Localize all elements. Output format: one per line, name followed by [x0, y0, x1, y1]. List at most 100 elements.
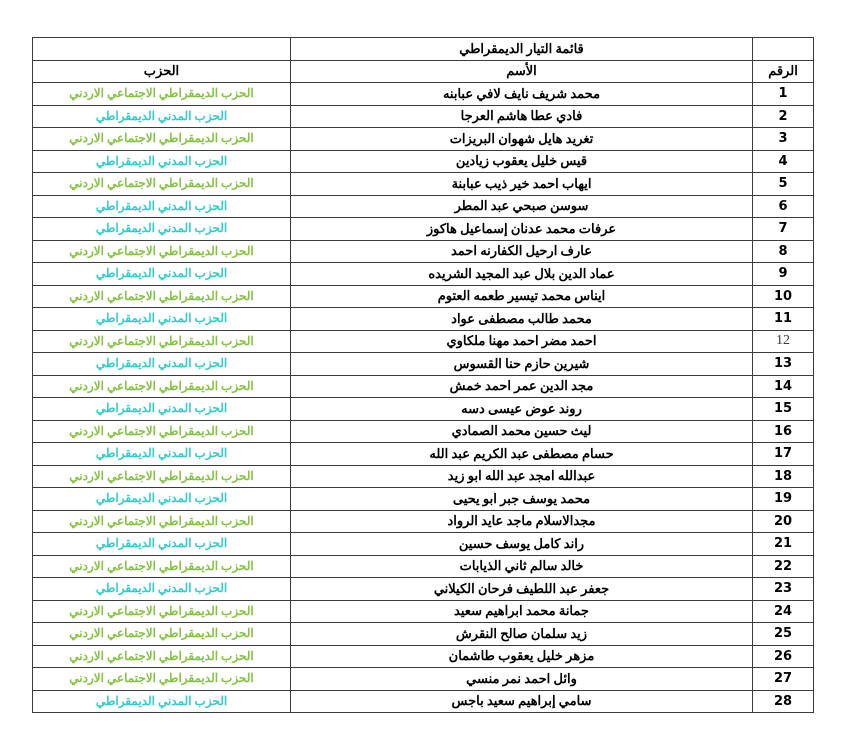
table-row: 22 خالد سالم ثاني الذيابات الحزب الديمقر…: [32, 554, 814, 578]
title-empty-number-cell: [752, 37, 814, 61]
table-row: 9 عماد الدين بلال عبد المجيد الشريده الح…: [32, 262, 814, 286]
party-cell: الحزب الديمقراطي الاجتماعي الاردني: [32, 239, 291, 263]
name-cell: عبدالله امجد عبد الله ابو زيد: [290, 464, 753, 488]
name-cell: شيرين حازم حنا القسوس: [290, 352, 753, 376]
number-cell: 13: [752, 352, 814, 376]
table-row: 23 جعفر عبد اللطيف فرحان الكيلاني الحزب …: [32, 577, 814, 601]
number-cell: 15: [752, 397, 814, 421]
list-title: قائمة التيار الديمقراطي: [290, 37, 753, 61]
table-row: 15 روند عوض عيسى دسه الحزب المدني الديمق…: [32, 397, 814, 421]
name-cell: تغريد هايل شهوان البريزات: [290, 127, 753, 151]
table-row: 10 ايناس محمد تيسير طعمه العتوم الحزب ال…: [32, 284, 814, 308]
name-cell: ايهاب احمد خير ذيب عبابنة: [290, 172, 753, 196]
number-cell: 5: [752, 172, 814, 196]
table-row: 3 تغريد هايل شهوان البريزات الحزب الديمق…: [32, 127, 814, 151]
number-cell: 26: [752, 644, 814, 668]
table-row: 12 احمد مضر احمد مهنا ملكاوي الحزب الديم…: [32, 329, 814, 353]
table-row: 26 مزهر خليل يعقوب طاشمان الحزب الديمقرا…: [32, 644, 814, 668]
party-cell: الحزب المدني الديمقراطي: [32, 442, 291, 466]
number-cell: 10: [752, 284, 814, 308]
party-cell: الحزب المدني الديمقراطي: [32, 689, 291, 713]
party-cell: الحزب الديمقراطي الاجتماعي الاردني: [32, 127, 291, 151]
number-cell: 20: [752, 509, 814, 533]
party-cell: الحزب المدني الديمقراطي: [32, 262, 291, 286]
number-cell: 18: [752, 464, 814, 488]
number-cell: 27: [752, 667, 814, 691]
table-row: 8 عارف ارحيل الكفارنه احمد الحزب الديمقر…: [32, 239, 814, 263]
table-row: 16 ليث حسين محمد الصمادي الحزب الديمقراط…: [32, 419, 814, 443]
number-cell: 4: [752, 149, 814, 173]
party-cell: الحزب الديمقراطي الاجتماعي الاردني: [32, 284, 291, 308]
name-cell: سوسن صبحي عبد المطر: [290, 194, 753, 218]
party-cell: الحزب المدني الديمقراطي: [32, 217, 291, 241]
name-cell: قيس خليل يعقوب زيادين: [290, 149, 753, 173]
party-cell: الحزب المدني الديمقراطي: [32, 352, 291, 376]
table-row: 18 عبدالله امجد عبد الله ابو زيد الحزب ا…: [32, 464, 814, 488]
number-cell: 24: [752, 599, 814, 623]
name-cell: وائل احمد نمر منسي: [290, 667, 753, 691]
party-cell: الحزب الديمقراطي الاجتماعي الاردني: [32, 82, 291, 106]
name-cell: سامي إبراهيم سعيد باجس: [290, 689, 753, 713]
number-cell: 11: [752, 307, 814, 331]
title-empty-party-cell: [32, 37, 291, 61]
name-cell: عماد الدين بلال عبد المجيد الشريده: [290, 262, 753, 286]
number-cell: 9: [752, 262, 814, 286]
party-cell: الحزب المدني الديمقراطي: [32, 577, 291, 601]
party-cell: الحزب المدني الديمقراطي: [32, 487, 291, 511]
party-cell: الحزب الديمقراطي الاجتماعي الاردني: [32, 464, 291, 488]
table-row: 7 عرفات محمد عدنان إسماعيل هاكوز الحزب ا…: [32, 217, 814, 241]
number-cell: 2: [752, 104, 814, 128]
table-row: 21 راند كامل يوسف حسين الحزب المدني الدي…: [32, 532, 814, 556]
table-row: 6 سوسن صبحي عبد المطر الحزب المدني الديم…: [32, 194, 814, 218]
name-cell: مزهر خليل يعقوب طاشمان: [290, 644, 753, 668]
header-row: الرقم الأسم الحزب: [32, 59, 814, 83]
name-cell: زيد سلمان صالح النقرش: [290, 622, 753, 646]
number-cell: 22: [752, 554, 814, 578]
name-cell: عرفات محمد عدنان إسماعيل هاكوز: [290, 217, 753, 241]
name-cell: ليث حسين محمد الصمادي: [290, 419, 753, 443]
table-row: 4 قيس خليل يعقوب زيادين الحزب المدني الد…: [32, 149, 814, 173]
party-cell: الحزب الديمقراطي الاجتماعي الاردني: [32, 667, 291, 691]
name-cell: محمد طالب مصطفى عواد: [290, 307, 753, 331]
name-cell: فادي عطا هاشم العرجا: [290, 104, 753, 128]
name-cell: روند عوض عيسى دسه: [290, 397, 753, 421]
table-row: 25 زيد سلمان صالح النقرش الحزب الديمقراط…: [32, 622, 814, 646]
party-cell: الحزب المدني الديمقراطي: [32, 149, 291, 173]
party-cell: الحزب الديمقراطي الاجتماعي الاردني: [32, 374, 291, 398]
party-cell: الحزب الديمقراطي الاجتماعي الاردني: [32, 172, 291, 196]
table-head: قائمة التيار الديمقراطي الرقم الأسم الحز…: [32, 37, 814, 83]
party-cell: الحزب الديمقراطي الاجتماعي الاردني: [32, 329, 291, 353]
table-row: 1 محمد شريف نايف لافي عبابنه الحزب الديم…: [32, 82, 814, 106]
table-row: 28 سامي إبراهيم سعيد باجس الحزب المدني ا…: [32, 689, 814, 713]
table-row: 27 وائل احمد نمر منسي الحزب الديمقراطي ا…: [32, 667, 814, 691]
party-cell: الحزب المدني الديمقراطي: [32, 532, 291, 556]
party-cell: الحزب الديمقراطي الاجتماعي الاردني: [32, 599, 291, 623]
column-header-name: الأسم: [290, 59, 753, 83]
number-cell: 1: [752, 82, 814, 106]
name-cell: جمانة محمد ابراهيم سعيد: [290, 599, 753, 623]
party-cell: الحزب المدني الديمقراطي: [32, 194, 291, 218]
number-cell: 28: [752, 689, 814, 713]
table-row: 2 فادي عطا هاشم العرجا الحزب المدني الدي…: [32, 104, 814, 128]
number-cell: 21: [752, 532, 814, 556]
number-cell: 25: [752, 622, 814, 646]
name-cell: احمد مضر احمد مهنا ملكاوي: [290, 329, 753, 353]
table-row: 19 محمد يوسف جبر ابو يحيى الحزب المدني ا…: [32, 487, 814, 511]
title-row: قائمة التيار الديمقراطي: [32, 37, 814, 61]
candidates-table-wrap: قائمة التيار الديمقراطي الرقم الأسم الحز…: [32, 37, 814, 713]
party-cell: الحزب المدني الديمقراطي: [32, 397, 291, 421]
number-cell: 16: [752, 419, 814, 443]
party-cell: الحزب المدني الديمقراطي: [32, 307, 291, 331]
number-cell: 8: [752, 239, 814, 263]
party-cell: الحزب الديمقراطي الاجتماعي الاردني: [32, 419, 291, 443]
name-cell: عارف ارحيل الكفارنه احمد: [290, 239, 753, 263]
name-cell: مجد الدين عمر احمد خمش: [290, 374, 753, 398]
table-row: 11 محمد طالب مصطفى عواد الحزب المدني الد…: [32, 307, 814, 331]
table-row: 17 حسام مصطفى عبد الكريم عبد الله الحزب …: [32, 442, 814, 466]
party-cell: الحزب الديمقراطي الاجتماعي الاردني: [32, 554, 291, 578]
party-cell: الحزب الديمقراطي الاجتماعي الاردني: [32, 622, 291, 646]
table-row: 5 ايهاب احمد خير ذيب عبابنة الحزب الديمق…: [32, 172, 814, 196]
name-cell: ايناس محمد تيسير طعمه العتوم: [290, 284, 753, 308]
table-row: 13 شيرين حازم حنا القسوس الحزب المدني ال…: [32, 352, 814, 376]
